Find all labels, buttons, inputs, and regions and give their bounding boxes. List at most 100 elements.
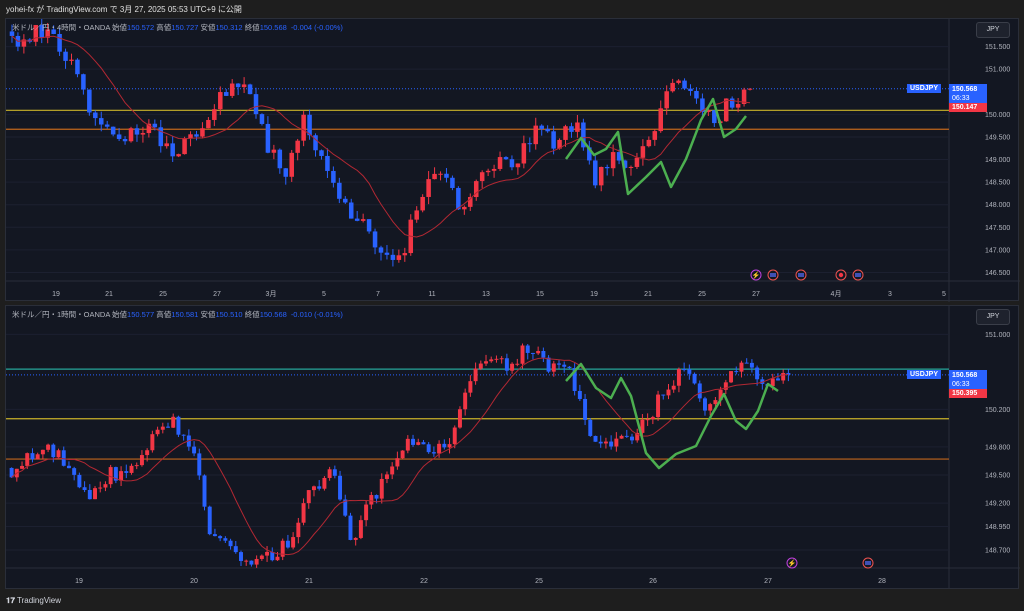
currency-button[interactable]: JPY [976,309,1010,325]
candle-body [734,371,739,373]
candle-body [622,160,628,168]
legend-high-label: 高値 [156,23,172,32]
candle-body [489,359,494,362]
candle-body [265,123,271,153]
candle-body [82,487,87,490]
last-price-tag: 150.568 06:33 [949,83,987,104]
candle-body [152,123,158,128]
candle-body [431,452,436,454]
candle-body [249,560,254,565]
candle-body [583,398,588,420]
currency-button[interactable]: JPY [976,22,1010,38]
candle-body [575,122,580,132]
candle-body [593,435,598,442]
candle-body [139,455,144,466]
date-tick-label: 25 [698,291,706,298]
last-price-tag: 150.568 06:33 [949,369,987,390]
price-chart[interactable]: 151.000 150.200 149.800 149.500 149.200 148.9… [6,306,1020,589]
candle-body [378,247,384,253]
date-tick-label: 27 [213,291,221,298]
candle-body [539,125,544,129]
chart-panel-4h[interactable]: 151.500 151.000 150.000 149.500 149.000 148.5… [5,18,1020,302]
candle-body [694,90,699,99]
candle-body [491,168,497,171]
symbol-legend[interactable]: 米ドル／円・1時間・OANDA 始値150.577 高値150.581 安値15… [12,309,343,320]
candle-body [200,128,205,137]
candle-body [307,114,312,136]
candle-body [700,98,705,113]
legend-high-value: 150.581 [171,310,199,319]
candle-body [295,140,300,153]
candle-body [253,94,259,115]
candle-body [87,489,92,500]
candle-body [364,504,369,521]
candle-body [735,103,741,108]
us-flag-icon [798,273,804,277]
candle-body [61,450,66,466]
candle-body [628,166,634,168]
candle-body [572,367,577,391]
candle-body [218,536,223,539]
candle-body [557,139,562,149]
price-tick-label: 147.500 [985,225,1010,232]
price-chart[interactable]: 151.500 151.000 150.000 149.500 149.000 148.5… [6,19,1020,302]
candle-body [128,128,134,142]
candle-body [749,362,754,368]
candle-body [652,131,658,140]
candle-body [369,495,374,505]
candle-body [706,110,711,113]
candle-body [664,91,669,109]
candle-body [521,143,527,164]
tradingview-logo[interactable]: 𝟏𝟕 TradingView [6,596,61,606]
date-tick-label: 21 [644,291,652,298]
legend-open-value: 150.577 [127,310,155,319]
candle-body [77,474,82,488]
candle-body [640,146,646,158]
price-tick-label: 149.500 [985,134,1010,141]
candle-body [713,400,718,405]
candle-body [182,138,187,155]
price-tick-label: 148.700 [985,547,1010,554]
candle-body [235,83,241,88]
price-tick-label: 151.500 [985,44,1010,51]
smoothed-trend-line [564,97,747,196]
candle-body [311,486,316,491]
legend-low-label: 安値 [200,310,216,319]
candle-body [360,219,366,221]
candle-body [291,537,296,548]
candle-body [202,475,207,507]
candle-body [176,416,181,435]
candle-body [384,252,390,255]
candle-body [666,389,671,396]
candle-body [484,361,489,364]
candle-body [212,109,217,120]
candle-body [51,29,56,34]
candle-body [497,157,503,169]
candle-body [188,134,193,139]
candle-body [275,556,280,561]
candle-body [527,143,533,145]
candle-body [51,444,56,458]
moving-average-line [11,357,789,556]
candle-body [442,443,447,448]
candle-body [229,83,235,96]
candle-body [338,475,343,500]
candle-body [411,438,416,445]
candle-body [241,84,247,88]
date-tick-label: 20 [190,578,198,585]
date-tick-label: 27 [764,578,772,585]
candle-body [456,187,461,210]
candle-body [289,152,294,177]
chart-panel-1h[interactable]: 151.000 150.200 149.800 149.500 149.200 148.9… [5,305,1020,589]
candle-body [478,363,483,369]
candle-body [614,438,619,447]
candle-body [775,378,780,381]
price-tick-label: 151.000 [985,332,1010,339]
bar-countdown: 06:33 [952,380,970,388]
symbol-legend[interactable]: 米ドル／円・4時間・OANDA 始値150.572 高値150.727 安値15… [12,22,343,33]
legend-low-value: 150.510 [215,310,243,319]
candle-body [670,82,675,92]
candle-body [432,173,437,180]
date-tick-label: 13 [482,291,490,298]
candle-body [515,163,521,168]
